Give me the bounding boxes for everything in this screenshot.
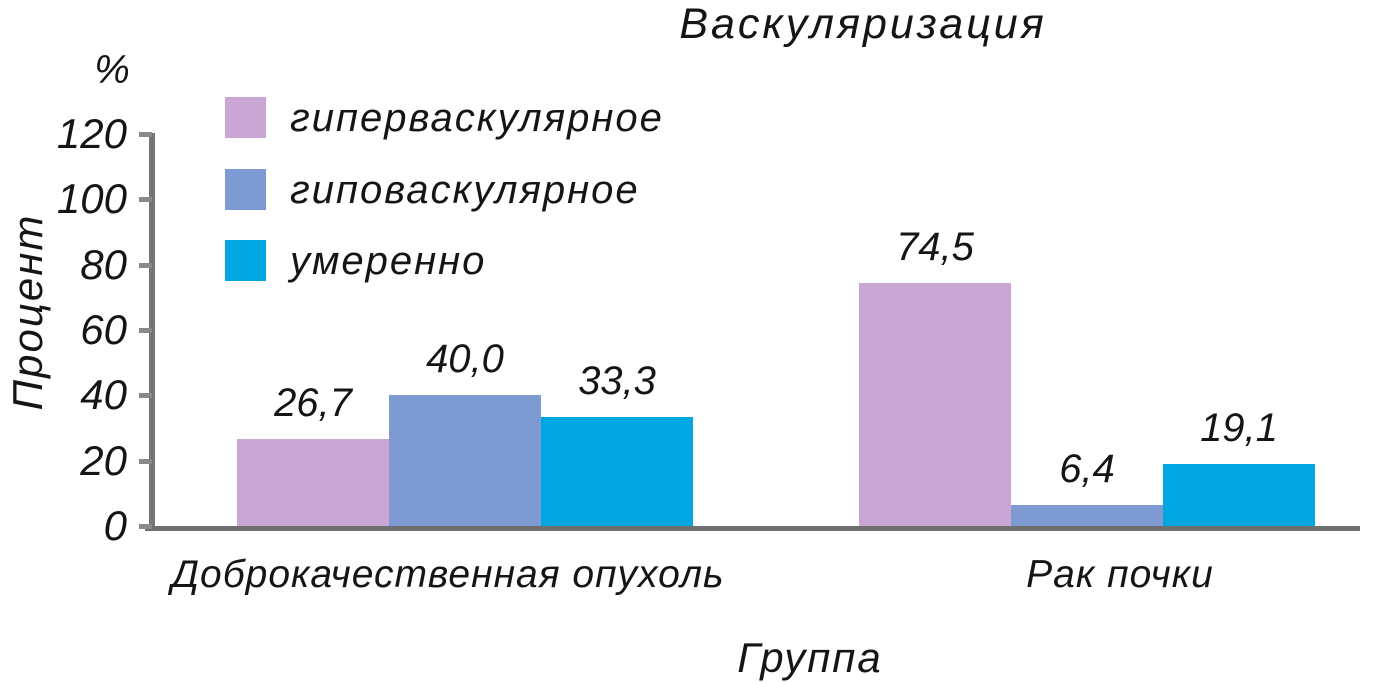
y-axis-line bbox=[149, 133, 155, 531]
chart-title: Васкуляризация bbox=[679, 0, 1047, 48]
bar-value-label-hypovascular-kidney-cancer: 6,4 bbox=[1059, 447, 1115, 492]
y-tick-mark-40 bbox=[139, 393, 152, 399]
y-tick-label-60: 60 bbox=[80, 306, 127, 353]
bar-hypovascular-kidney-cancer bbox=[1011, 505, 1163, 526]
legend-label-moderate: умеренно bbox=[290, 239, 487, 283]
legend-swatch-hypovascular bbox=[225, 169, 266, 210]
x-axis-line bbox=[145, 526, 1360, 531]
bar-hypervascular-benign-tumor bbox=[237, 438, 389, 526]
bar-hypovascular-benign-tumor bbox=[389, 395, 541, 526]
bar-value-label-moderate-kidney-cancer: 19,1 bbox=[1200, 405, 1278, 450]
bar-value-label-hypovascular-benign-tumor: 40,0 bbox=[426, 337, 504, 382]
y-tick-label-0: 0 bbox=[103, 502, 127, 549]
bar-moderate-kidney-cancer bbox=[1163, 463, 1315, 526]
category-label-kidney-cancer: Рак почки bbox=[1026, 553, 1214, 596]
y-tick-label-20: 20 bbox=[80, 436, 127, 484]
bar-value-label-hypervascular-kidney-cancer: 74,5 bbox=[896, 224, 974, 269]
y-tick-mark-0 bbox=[139, 524, 152, 529]
category-label-benign-tumor: Доброкачественная опухоль bbox=[171, 553, 725, 596]
y-tick-mark-100 bbox=[139, 197, 152, 203]
y-tick-mark-60 bbox=[139, 328, 152, 333]
legend-label-hypervascular: гиперваскулярное bbox=[290, 96, 664, 140]
y-tick-mark-80 bbox=[139, 262, 152, 268]
legend-label-hypovascular: гиповаскулярное bbox=[290, 168, 640, 212]
y-tick-mark-120 bbox=[139, 132, 152, 137]
y-axis-unit-label: % bbox=[94, 48, 130, 92]
x-axis-title: Группа bbox=[737, 634, 883, 681]
bar-value-label-hypervascular-benign-tumor: 26,7 bbox=[274, 380, 352, 425]
y-tick-label-120: 120 bbox=[56, 110, 127, 157]
legend-swatch-moderate bbox=[225, 240, 266, 281]
y-tick-label-40: 40 bbox=[80, 371, 127, 419]
bar-value-label-moderate-benign-tumor: 33,3 bbox=[578, 359, 656, 404]
bar-moderate-benign-tumor bbox=[541, 417, 693, 526]
y-tick-label-100: 100 bbox=[56, 175, 127, 223]
y-tick-label-80: 80 bbox=[80, 240, 127, 288]
y-tick-mark-20 bbox=[139, 458, 152, 464]
bar-hypervascular-kidney-cancer bbox=[859, 282, 1011, 526]
legend-swatch-hypervascular bbox=[225, 97, 266, 138]
